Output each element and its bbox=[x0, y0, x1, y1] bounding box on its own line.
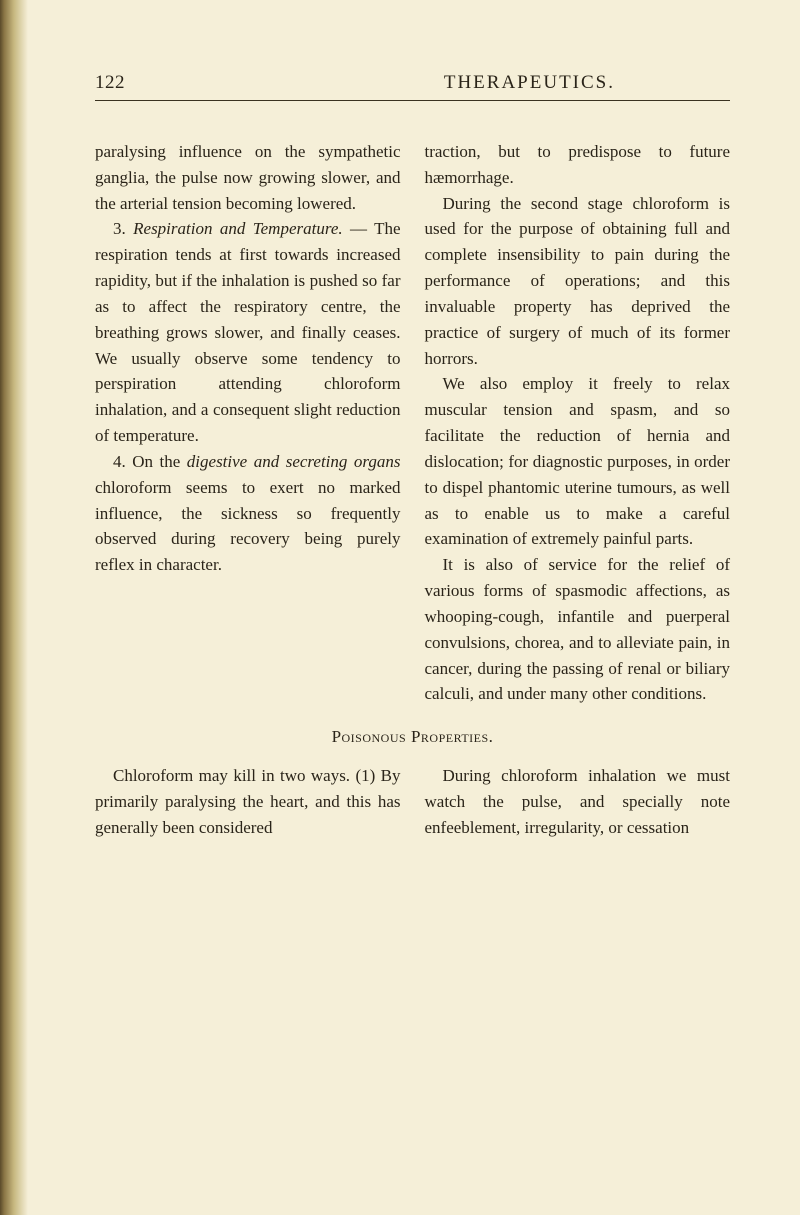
italic-term: digestive and secreting organs bbox=[187, 452, 401, 471]
page-header: 122 THERAPEUTICS. bbox=[95, 72, 730, 101]
book-page: 122 THERAPEUTICS. paralysing influence o… bbox=[0, 0, 800, 1215]
running-title: THERAPEUTICS. bbox=[444, 72, 615, 94]
right-column: traction, but to predispose to future hæ… bbox=[425, 139, 731, 707]
paragraph: 4. On the digestive and secreting organs… bbox=[95, 449, 401, 578]
text: chloroform seems to exert no marked infl… bbox=[95, 478, 401, 574]
text: 3. bbox=[113, 219, 133, 238]
paragraph: 3. Respiration and Temperature. — The re… bbox=[95, 216, 401, 448]
text: 4. On the bbox=[113, 452, 187, 471]
page-number: 122 bbox=[95, 72, 125, 94]
paragraph: During the second stage chloroform is us… bbox=[425, 191, 731, 372]
paragraph: Chloroform may kill in two ways. (1) By … bbox=[95, 763, 401, 840]
paragraph: It is also of service for the relief of … bbox=[425, 552, 731, 707]
lower-columns: Chloroform may kill in two ways. (1) By … bbox=[95, 763, 730, 840]
section-heading: Poisonous Properties. bbox=[95, 727, 730, 747]
left-column: paralysing influence on the sympathetic … bbox=[95, 139, 401, 707]
paragraph: paralysing influence on the sympathetic … bbox=[95, 139, 401, 216]
text: — The respiration tends at first towards… bbox=[95, 219, 401, 445]
lower-left-column: Chloroform may kill in two ways. (1) By … bbox=[95, 763, 401, 840]
paragraph: During chloroform inhalation we must wat… bbox=[425, 763, 731, 840]
paragraph: traction, but to predispose to future hæ… bbox=[425, 139, 731, 191]
main-columns: paralysing influence on the sympathetic … bbox=[95, 139, 730, 707]
paragraph: We also employ it freely to relax muscul… bbox=[425, 371, 731, 552]
italic-term: Respiration and Temperature. bbox=[133, 219, 342, 238]
lower-right-column: During chloroform inhalation we must wat… bbox=[425, 763, 731, 840]
